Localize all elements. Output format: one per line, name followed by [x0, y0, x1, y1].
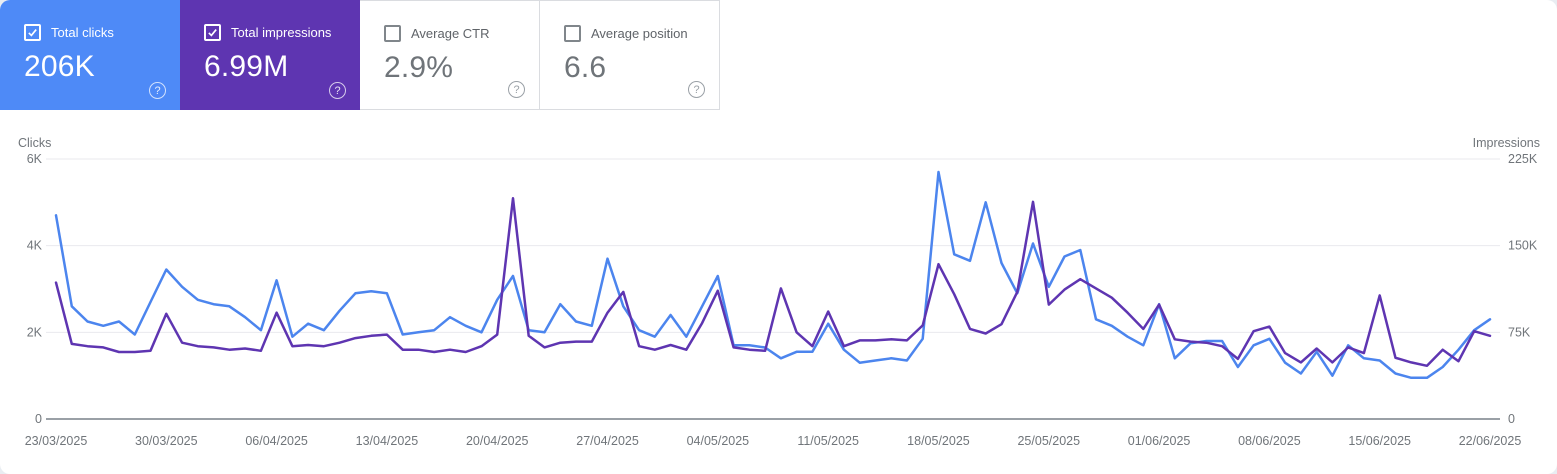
check-icon — [28, 29, 37, 37]
average-ctr-value: 2.9% — [384, 51, 454, 84]
checkbox-average-position[interactable] — [564, 25, 581, 42]
svg-text:20/04/2025: 20/04/2025 — [466, 434, 529, 448]
svg-text:08/06/2025: 08/06/2025 — [1238, 434, 1301, 448]
checkbox-average-ctr[interactable] — [384, 25, 401, 42]
checkbox-total-impressions[interactable] — [204, 24, 221, 41]
svg-text:0: 0 — [1508, 412, 1515, 426]
svg-text:150K: 150K — [1508, 239, 1538, 253]
metric-cards-row: Total clicks 206K ? Total impressions 6.… — [0, 0, 720, 110]
checkbox-total-clicks[interactable] — [24, 24, 41, 41]
card-label: Average position — [591, 26, 688, 41]
svg-text:Impressions: Impressions — [1473, 136, 1540, 150]
svg-text:22/06/2025: 22/06/2025 — [1459, 434, 1522, 448]
svg-text:6K: 6K — [27, 152, 43, 166]
svg-text:18/05/2025: 18/05/2025 — [907, 434, 970, 448]
help-icon[interactable]: ? — [688, 81, 705, 98]
total-clicks-value: 206K — [24, 50, 95, 83]
metric-card-average-ctr[interactable]: Average CTR 2.9% ? — [360, 0, 540, 110]
svg-text:75K: 75K — [1508, 325, 1531, 339]
metric-card-total-clicks[interactable]: Total clicks 206K ? — [0, 0, 180, 110]
metric-card-average-position[interactable]: Average position 6.6 ? — [540, 0, 720, 110]
average-position-value: 6.6 — [564, 51, 607, 84]
card-label: Average CTR — [411, 26, 490, 41]
svg-text:30/03/2025: 30/03/2025 — [135, 434, 198, 448]
card-label: Total clicks — [51, 25, 114, 40]
svg-text:13/04/2025: 13/04/2025 — [356, 434, 419, 448]
svg-text:11/05/2025: 11/05/2025 — [797, 434, 859, 448]
svg-text:15/06/2025: 15/06/2025 — [1348, 434, 1411, 448]
svg-text:25/05/2025: 25/05/2025 — [1017, 434, 1080, 448]
card-header: Average position — [564, 25, 719, 42]
svg-text:27/04/2025: 27/04/2025 — [576, 434, 639, 448]
card-label: Total impressions — [231, 25, 332, 40]
metric-card-total-impressions[interactable]: Total impressions 6.99M ? — [180, 0, 360, 110]
card-header: Total clicks — [24, 24, 180, 41]
card-header: Total impressions — [204, 24, 360, 41]
svg-text:23/03/2025: 23/03/2025 — [25, 434, 88, 448]
help-icon[interactable]: ? — [508, 81, 525, 98]
svg-text:225K: 225K — [1508, 152, 1538, 166]
check-icon — [208, 29, 217, 37]
svg-text:0: 0 — [35, 412, 42, 426]
svg-text:04/05/2025: 04/05/2025 — [687, 434, 750, 448]
svg-text:2K: 2K — [27, 325, 43, 339]
card-header: Average CTR — [384, 25, 539, 42]
svg-text:06/04/2025: 06/04/2025 — [245, 434, 308, 448]
svg-text:01/06/2025: 01/06/2025 — [1128, 434, 1191, 448]
svg-text:Clicks: Clicks — [18, 136, 51, 150]
help-icon[interactable]: ? — [149, 82, 166, 99]
help-icon[interactable]: ? — [329, 82, 346, 99]
svg-text:4K: 4K — [27, 239, 43, 253]
total-impressions-value: 6.99M — [204, 50, 289, 83]
